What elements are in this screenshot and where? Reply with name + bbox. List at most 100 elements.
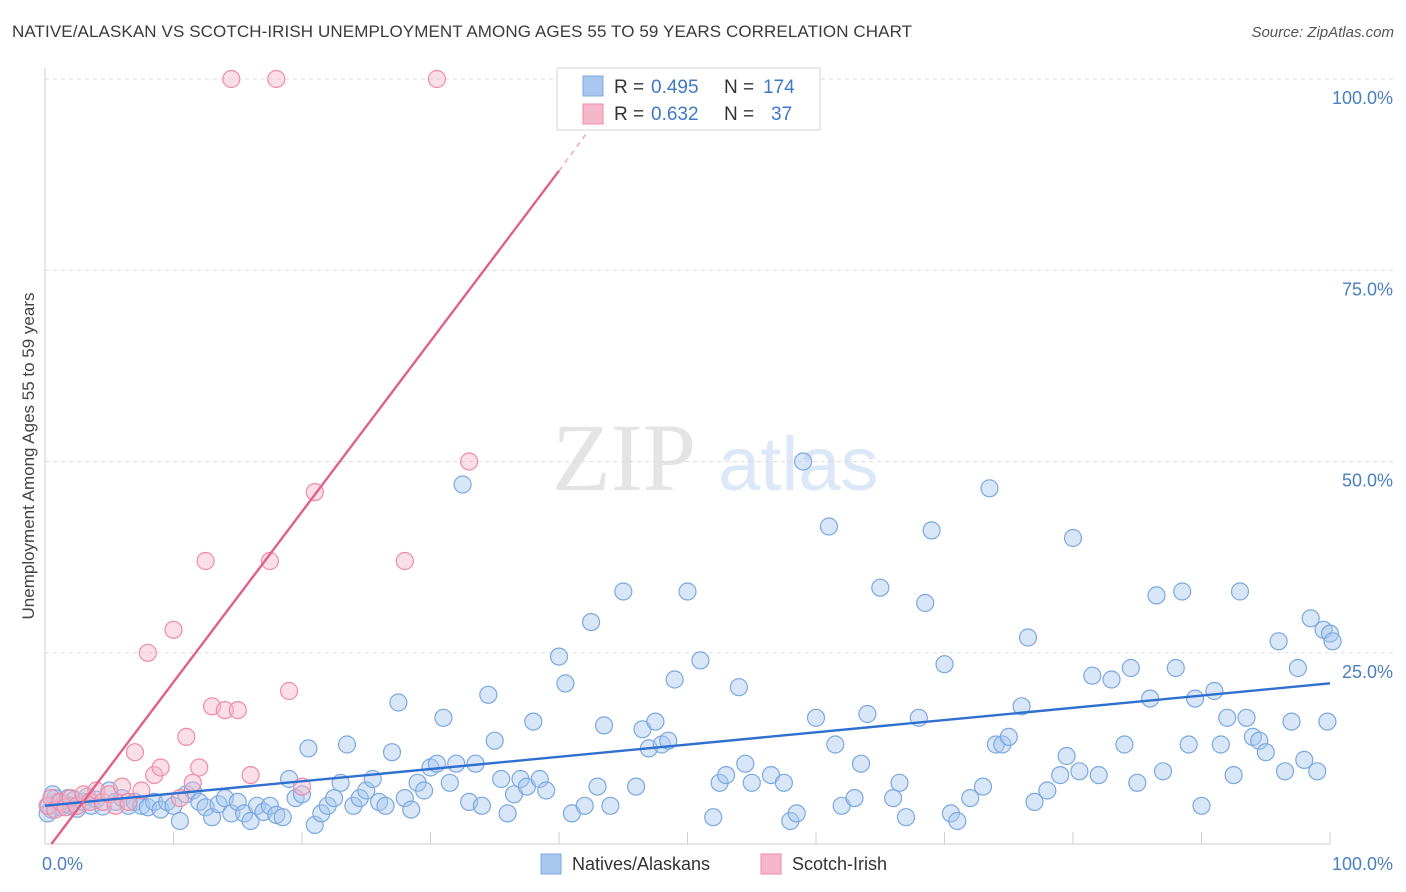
natives-point-137 <box>1018 628 1038 647</box>
natives-point-126 <box>922 521 941 540</box>
natives-point-155 <box>1179 735 1198 754</box>
natives-point-169 <box>1282 712 1301 731</box>
scotch-irish-point-22 <box>177 727 196 747</box>
natives-point-34 <box>222 804 241 823</box>
natives-point-130 <box>961 788 980 808</box>
natives-point-176 <box>1323 632 1342 651</box>
y-tick-label-25: 25.0% <box>1342 662 1393 682</box>
natives-point-26 <box>170 811 189 831</box>
natives-point-160 <box>1218 708 1237 727</box>
scotch-irish-point-27 <box>215 700 234 720</box>
natives-point-157 <box>1192 796 1211 815</box>
bottom-legend: Natives/Alaskans Scotch-Irish <box>540 853 887 875</box>
natives-point-96 <box>646 712 665 731</box>
x-tick-label-max: 100.0% <box>1332 854 1393 874</box>
legend-n-label-scotch-irish: N = <box>724 104 754 125</box>
natives-point-77 <box>498 804 517 823</box>
y-tick-label-50: 50.0% <box>1342 471 1393 491</box>
watermark-atlas: atlas <box>718 422 879 507</box>
natives-point-123 <box>896 808 916 827</box>
legend: R = 0.495 N = 174 R = 0.632 N = 37 <box>556 67 821 131</box>
natives-point-177 <box>1318 712 1337 731</box>
natives-point-173 <box>1308 762 1327 781</box>
bottom-legend-label-scotch-irish: Scotch-Irish <box>792 854 887 874</box>
natives-point-128 <box>941 804 961 823</box>
natives-point-148 <box>1121 658 1140 678</box>
natives-point-100 <box>678 582 697 601</box>
natives-point-114 <box>819 517 839 536</box>
scotch-irish-point-16 <box>132 781 151 800</box>
natives-point-42 <box>273 808 292 827</box>
natives-point-153 <box>1166 658 1185 678</box>
natives-point-143 <box>1070 762 1089 781</box>
legend-r-value-scotch-irish: 0.632 <box>651 104 699 125</box>
y-tick-labels: 25.0% 50.0% 75.0% 100.0% <box>1332 88 1393 682</box>
natives-point-166 <box>1256 743 1275 762</box>
natives-point-121 <box>883 788 903 808</box>
bottom-legend-swatch-natives <box>540 853 562 875</box>
natives-point-167 <box>1269 632 1288 651</box>
natives-point-70 <box>453 475 472 494</box>
natives-point-64 <box>415 781 434 800</box>
natives-point-45 <box>292 785 312 804</box>
natives-point-89 <box>588 777 607 796</box>
scotch-irish-point-29 <box>228 700 247 720</box>
natives-point-76 <box>492 769 511 789</box>
natives-point-139 <box>1038 781 1057 800</box>
scotch-irish-point-24 <box>190 758 209 777</box>
natives-point-55 <box>357 781 376 800</box>
y-tick-label-75: 75.0% <box>1342 279 1393 299</box>
scotch-irish-point-38 <box>460 452 479 471</box>
natives-point-147 <box>1115 735 1134 754</box>
trend-line-scotch-irish <box>50 170 560 845</box>
natives-point-161 <box>1224 765 1243 785</box>
natives-point-46 <box>299 739 318 758</box>
natives-point-140 <box>1051 765 1070 785</box>
natives-point-91 <box>601 796 620 815</box>
natives-point-109 <box>774 773 794 792</box>
legend-swatch-scotch-irish <box>582 103 604 125</box>
natives-point-165 <box>1250 731 1269 750</box>
natives-point-138 <box>1025 792 1044 812</box>
natives-point-134 <box>993 735 1012 754</box>
natives-point-82 <box>530 769 549 789</box>
natives-point-127 <box>935 655 954 674</box>
natives-point-144 <box>1083 666 1102 685</box>
natives-point-67 <box>434 708 453 727</box>
natives-point-122 <box>890 773 909 792</box>
scotch-irish-point-20 <box>164 620 183 639</box>
natives-point-125 <box>916 593 935 613</box>
scotch-irish-point-28 <box>222 69 241 89</box>
scotch-irish-point-32 <box>267 69 286 89</box>
scotch-irish-point-13 <box>112 777 132 796</box>
natives-point-99 <box>665 670 684 689</box>
natives-point-79 <box>511 769 530 789</box>
natives-point-54 <box>350 788 369 808</box>
scotch-irish-point-1 <box>42 788 61 808</box>
natives-point-58 <box>376 796 395 815</box>
natives-point-93 <box>626 777 646 796</box>
natives-point-172 <box>1301 609 1320 628</box>
natives-point-152 <box>1153 762 1173 781</box>
natives-point-92 <box>614 582 633 601</box>
natives-point-83 <box>537 781 556 800</box>
natives-point-150 <box>1140 689 1160 708</box>
natives-point-52 <box>337 735 357 754</box>
x-tick-marks <box>173 832 1331 844</box>
natives-point-37 <box>241 811 260 831</box>
legend-r-label-natives: R = <box>614 77 644 98</box>
natives-point-168 <box>1275 762 1295 781</box>
natives-point-142 <box>1063 528 1083 548</box>
watermark-zip: ZIP <box>552 404 696 511</box>
natives-point-159 <box>1211 735 1230 754</box>
natives-point-136 <box>1012 697 1031 716</box>
scotch-irish-point-37 <box>427 69 446 89</box>
bottom-legend-swatch-scotch-irish <box>760 853 782 875</box>
scotch-irish-point-36 <box>395 551 414 571</box>
scotch-irish-point-18 <box>145 765 164 785</box>
natives-point-81 <box>524 712 543 731</box>
bottom-legend-label-natives: Natives/Alaskans <box>572 854 710 874</box>
natives-point-74 <box>479 685 498 704</box>
natives-point-131 <box>973 777 993 796</box>
